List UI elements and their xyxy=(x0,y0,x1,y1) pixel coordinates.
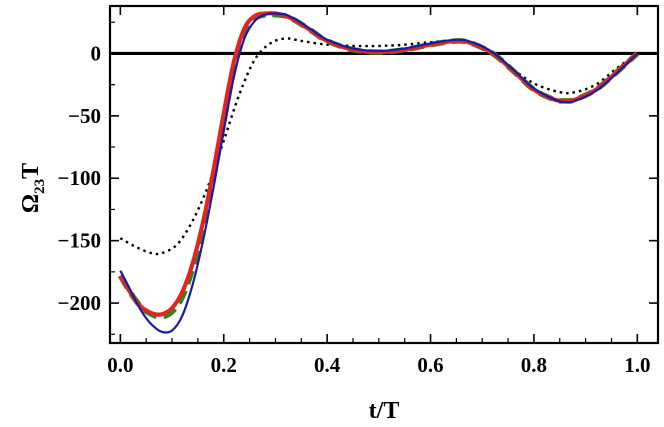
x-tick-label: 0.4 xyxy=(314,353,341,377)
axis-layer: 0.0 0.2 0.4 0.6 0.8 1.0 0 −50 −100 −150 −200 xyxy=(58,4,660,377)
plot-frame xyxy=(108,4,660,345)
x-tick-label: 0.0 xyxy=(107,353,133,377)
series-layer xyxy=(110,11,658,334)
x-tick-label: 0.8 xyxy=(521,353,547,377)
series-line-1 xyxy=(119,37,639,256)
y-tick-label: −50 xyxy=(68,104,101,128)
series-line-3 xyxy=(117,11,640,320)
x-tick-label: 0.6 xyxy=(417,353,443,377)
y-axis-label-subscript: 23 xyxy=(32,179,48,194)
y-axis-label-suffix: T xyxy=(18,163,44,179)
x-tick-label: 0.2 xyxy=(211,353,237,377)
y-tick-label: −150 xyxy=(58,229,101,253)
x-axis-label: t/T xyxy=(369,398,400,424)
y-axis-label: Ω23T xyxy=(18,163,48,213)
y-tick-label: −200 xyxy=(58,291,101,315)
x-tick-label: 1.0 xyxy=(624,353,650,377)
y-axis-label-base: Ω xyxy=(18,194,44,213)
series-line-2 xyxy=(119,12,639,334)
y-tick-label: 0 xyxy=(91,41,102,65)
y-tick-label: −100 xyxy=(58,166,101,190)
series-line-4 xyxy=(118,11,639,317)
